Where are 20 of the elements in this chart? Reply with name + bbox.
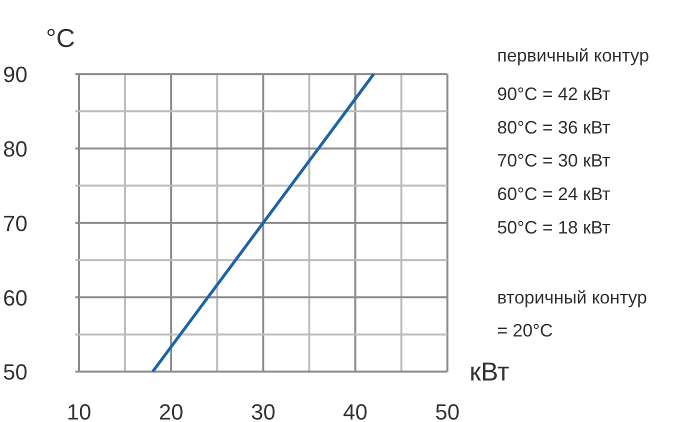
y-tick-label: 50 — [3, 360, 28, 385]
y-tick-label: 70 — [3, 210, 28, 236]
x-axis-title: кВт — [469, 356, 510, 387]
x-tick-label: 30 — [250, 400, 276, 422]
y-tick-label: 90 — [3, 62, 28, 88]
text: 70°C = 30 кВт — [497, 150, 610, 171]
text: первичный контур — [497, 46, 650, 66]
y-tick-label: 80 — [3, 136, 28, 162]
x-tick-label: 40 — [343, 400, 368, 422]
text: 80°C = 36 кВт — [497, 117, 610, 138]
y-tick-label: 60 — [3, 285, 28, 310]
x-tick-label: 10 — [66, 400, 92, 422]
y-axis-title: °C — [46, 23, 76, 54]
text: 90°C = 42 кВт — [497, 84, 610, 104]
text: 50°C = 18 кВт — [497, 217, 610, 238]
x-tick-label: 20 — [158, 400, 184, 422]
text: вторичный контур — [497, 287, 647, 308]
text: = 20°C — [497, 320, 553, 341]
x-tick-label: 50 — [435, 400, 460, 422]
text: 60°C = 24 кВт — [497, 184, 610, 204]
